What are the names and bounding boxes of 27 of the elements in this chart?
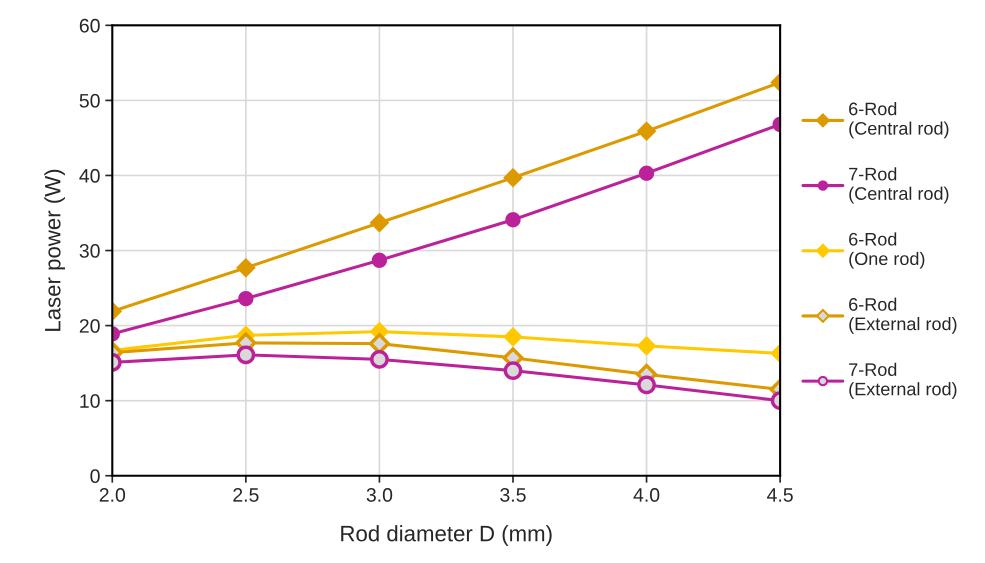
y-tick-label: 50 [80, 94, 100, 108]
y-tick-label: 60 [80, 18, 100, 33]
point [505, 212, 521, 228]
y-tick-label: 20 [80, 319, 100, 333]
x-tick-label: 2.5 [233, 488, 259, 502]
y-tick-label: 40 [79, 168, 100, 183]
legend-label: 6-Rod (One rod) [849, 232, 924, 269]
y-tick-label: 10 [80, 394, 100, 408]
y-tick-label: 30 [80, 244, 100, 258]
y-tick-label: 0 [90, 469, 100, 483]
point [503, 327, 523, 346]
y-axis-title: Laser power (W) [44, 170, 65, 331]
legend-label: 6-Rod (Central rod) [849, 102, 948, 138]
x-tick-label: 4.5 [767, 488, 793, 502]
point [504, 361, 522, 380]
point [370, 350, 389, 369]
point [372, 252, 388, 268]
x-tick-label: 4.0 [633, 488, 660, 502]
x-axis-title: Rod diameter D (mm) [341, 525, 552, 546]
x-tick-label: 3.5 [500, 488, 526, 502]
legend-label: 7-Rod (External rod) [849, 362, 956, 399]
point [503, 168, 523, 188]
x-tick-label: 3.0 [366, 488, 392, 502]
legend-label: 6-Rod (External rod) [849, 298, 956, 334]
legend-label: 7-Rod (Central rod) [849, 167, 948, 204]
x-tick-label: 2.0 [100, 488, 126, 502]
point [370, 213, 389, 232]
